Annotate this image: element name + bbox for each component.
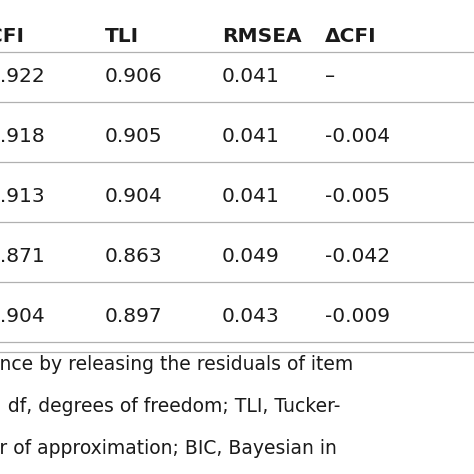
Text: 0.922: 0.922 bbox=[0, 66, 46, 85]
Text: 0.041: 0.041 bbox=[222, 66, 280, 85]
Text: 0.049: 0.049 bbox=[222, 246, 280, 265]
Text: -0.042: -0.042 bbox=[325, 246, 390, 265]
Text: -0.004: -0.004 bbox=[325, 127, 390, 146]
Text: ²; df, degrees of freedom; TLI, Tucker-: ²; df, degrees of freedom; TLI, Tucker- bbox=[0, 396, 340, 416]
Text: TLI: TLI bbox=[105, 27, 139, 46]
Text: -0.009: -0.009 bbox=[325, 307, 390, 326]
Text: 0.918: 0.918 bbox=[0, 127, 46, 146]
Text: 0.905: 0.905 bbox=[105, 127, 163, 146]
Text: 0.871: 0.871 bbox=[0, 246, 46, 265]
Text: ance by releasing the residuals of item: ance by releasing the residuals of item bbox=[0, 355, 353, 374]
Text: CFI: CFI bbox=[0, 27, 24, 46]
Text: 0.041: 0.041 bbox=[222, 186, 280, 206]
Text: ΔCFI: ΔCFI bbox=[325, 27, 377, 46]
Text: –: – bbox=[325, 66, 335, 85]
Text: 0.897: 0.897 bbox=[105, 307, 163, 326]
Text: 0.041: 0.041 bbox=[222, 127, 280, 146]
Text: -0.005: -0.005 bbox=[325, 186, 390, 206]
Text: or of approximation; BIC, Bayesian in: or of approximation; BIC, Bayesian in bbox=[0, 438, 337, 457]
Text: 0.913: 0.913 bbox=[0, 186, 46, 206]
Text: 0.863: 0.863 bbox=[105, 246, 163, 265]
Text: 0.904: 0.904 bbox=[105, 186, 163, 206]
Text: 0.904: 0.904 bbox=[0, 307, 46, 326]
Text: 0.906: 0.906 bbox=[105, 66, 163, 85]
Text: RMSEA: RMSEA bbox=[222, 27, 301, 46]
Text: 0.043: 0.043 bbox=[222, 307, 280, 326]
